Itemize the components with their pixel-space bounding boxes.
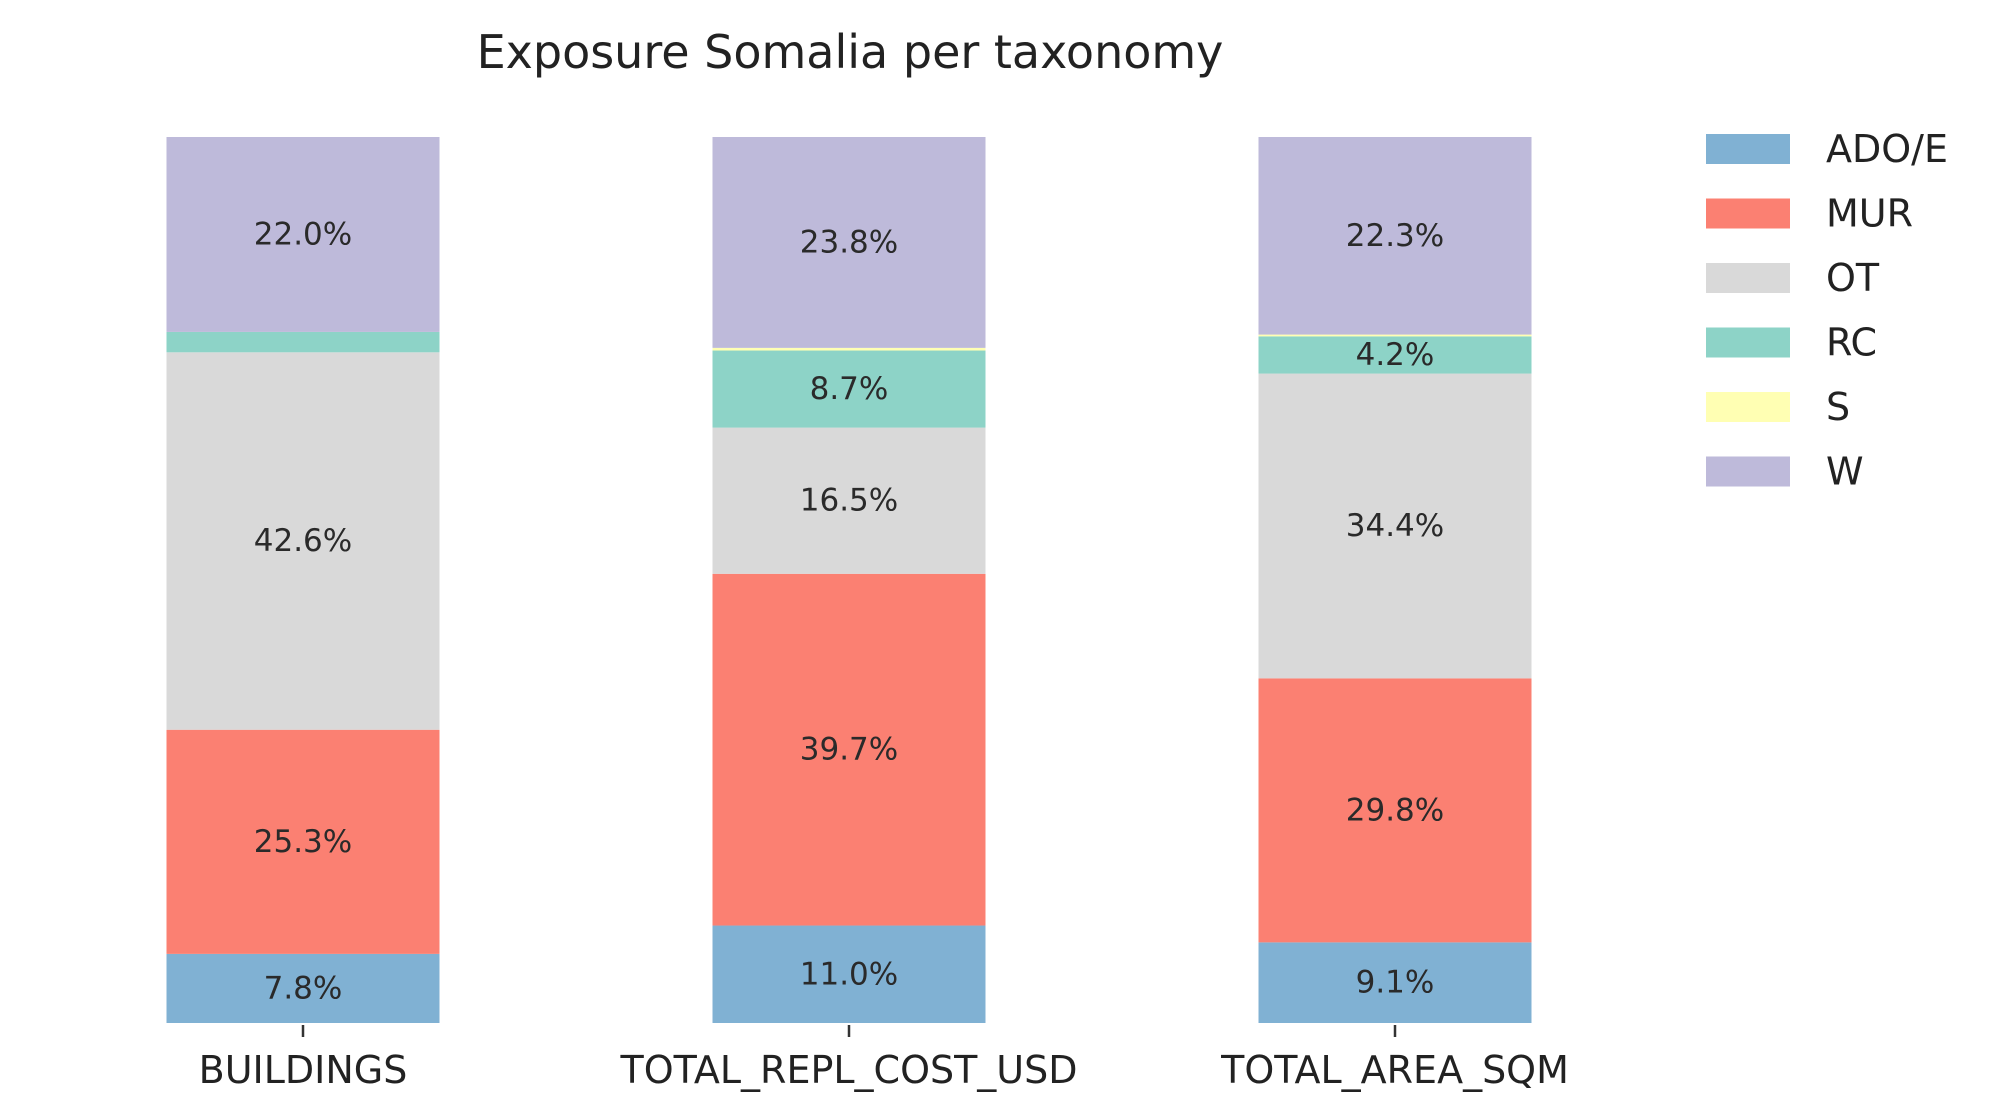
bar-segment-buildings-mur (166, 729, 440, 954)
legend-label-s: S (1826, 385, 1850, 429)
legend-swatch-w (1706, 456, 1790, 487)
bar-segment-total-repl-cost-usd-s (712, 347, 986, 351)
bar-segment-total-area-sqm-w (1258, 137, 1532, 335)
data-label-total-repl-cost-usd-ot: 16.5% (800, 483, 898, 519)
legend-label-ot: OT (1826, 256, 1880, 300)
bar-segment-buildings-rc (166, 331, 440, 353)
bar-segment-total-repl-cost-usd-rc (712, 350, 986, 428)
legend-swatch-ot (1706, 263, 1790, 293)
x-tick-label-buildings: BUILDINGS (199, 1048, 408, 1092)
bar-segment-total-repl-cost-usd-mur (712, 573, 986, 926)
bar-segment-total-area-sqm-rc (1258, 336, 1532, 374)
data-label-total-repl-cost-usd-w: 23.8% (800, 224, 898, 260)
legend-swatch-ado-e (1706, 134, 1790, 164)
legend-swatch-s (1706, 392, 1790, 422)
bar-segment-buildings-ado-e (166, 953, 440, 1023)
legend-label-rc: RC (1826, 321, 1877, 365)
data-label-buildings-ot: 42.6% (254, 523, 352, 559)
data-label-total-area-sqm-w: 22.3% (1346, 218, 1444, 254)
data-label-total-area-sqm-rc: 4.2% (1356, 337, 1435, 373)
data-label-total-repl-cost-usd-ado-e: 11.0% (800, 956, 898, 992)
data-label-buildings-w: 22.0% (254, 216, 352, 252)
chart-title: Exposure Somalia per taxonomy (477, 25, 1224, 79)
bar-segment-total-area-sqm-ado-e (1258, 942, 1532, 1023)
legend-swatch-mur (1706, 198, 1790, 229)
bar-segment-total-area-sqm-s (1258, 334, 1532, 337)
bar-segment-total-area-sqm-ot (1258, 373, 1532, 679)
bar-segment-buildings-w (166, 137, 440, 332)
x-tick-label-total-repl-cost-usd: TOTAL_REPL_COST_USD (619, 1048, 1077, 1092)
legend-label-mur: MUR (1826, 192, 1913, 236)
data-label-buildings-ado-e: 7.8% (264, 970, 343, 1006)
data-label-total-repl-cost-usd-mur: 39.7% (800, 732, 898, 768)
data-label-total-area-sqm-mur: 29.8% (1346, 792, 1444, 828)
bars-layer (166, 137, 1532, 1023)
x-tick-label-total-area-sqm: TOTAL_AREA_SQM (1220, 1048, 1569, 1092)
data-label-buildings-mur: 25.3% (254, 824, 352, 860)
legend-swatch-rc (1706, 327, 1790, 358)
data-label-total-area-sqm-ot: 34.4% (1346, 508, 1444, 544)
legend-label-ado-e: ADO/E (1826, 127, 1948, 171)
legend-label-w: W (1826, 450, 1864, 494)
data-label-total-area-sqm-ado-e: 9.1% (1356, 965, 1435, 1001)
bar-segment-total-area-sqm-mur (1258, 678, 1532, 943)
bar-segment-total-repl-cost-usd-ot (712, 427, 986, 574)
data-labels-layer: 7.8% 25.3% 42.6% 22.0% 11.0% 39.7% 16.5% 8.7% 23… (254, 216, 1444, 1006)
legend: ADO/E MUR OT RC SW (1706, 127, 1948, 494)
bar-segment-buildings-ot (166, 352, 440, 730)
bar-segment-total-repl-cost-usd-ado-e (712, 925, 986, 1023)
bar-segment-total-repl-cost-usd-w (712, 137, 986, 348)
x-axis: BUILDINGS TOTAL_REPL_COST_USD TOTAL_AREA_S… (199, 1025, 1569, 1092)
data-label-total-repl-cost-usd-rc: 8.7% (810, 371, 889, 407)
